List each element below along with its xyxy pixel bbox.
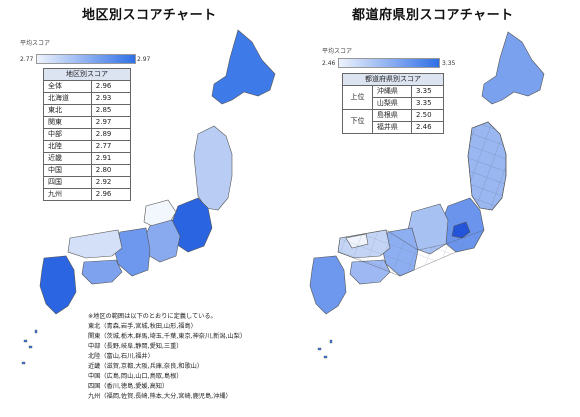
- note-line: 中国（広島,岡山,山口,鳥取,島根）: [88, 373, 183, 380]
- region-score-cell: 2.80: [90, 164, 132, 177]
- region-score-cell: 2.93: [90, 92, 132, 105]
- right-legend-label: 平均スコア: [322, 48, 353, 55]
- region-row: 四国 2.92: [43, 176, 132, 189]
- region-name-cell: 全体: [43, 80, 92, 93]
- right-legend-gradient: [338, 58, 440, 68]
- prefecture-name-cell: 山梨県: [371, 97, 412, 110]
- region-hokkaido: [211, 29, 276, 105]
- region-row: 九州 2.96: [43, 188, 132, 201]
- region-row: 東北 2.85: [43, 104, 132, 117]
- region-row: 中国 2.80: [43, 164, 132, 177]
- prefecture-row: 上位 沖縄県 3.35: [342, 85, 445, 110]
- region-score-cell: 2.96: [90, 80, 132, 93]
- note-line: 東北（青森,岩手,宮城,秋田,山形,福島）: [88, 323, 197, 330]
- region-table-header: 地区別スコア: [43, 68, 131, 81]
- prefecture-row: 下位 島根県 2.50: [342, 109, 445, 134]
- rank-group-cell: 下位: [342, 109, 373, 134]
- left-legend-max: 2.97: [137, 56, 151, 63]
- region-score-table: 地区別スコア 全体 2.96 北海道 2.93 東北 2.85 関東 2.97 中部 2.89 北陸…: [43, 68, 132, 201]
- pref-hokkaido: [481, 31, 545, 105]
- prefecture-name-cell: 沖縄県: [371, 85, 412, 98]
- region-name-cell: 四国: [43, 176, 92, 189]
- region-row: 近畿 2.91: [43, 152, 132, 165]
- region-definition-notes: ※地区の範囲は以下のとおりに定義している。 東北（青森,岩手,宮城,秋田,山形,福…: [88, 312, 246, 402]
- right-legend-max: 3.35: [442, 60, 456, 67]
- region-name-cell: 中部: [43, 128, 92, 141]
- region-score-cell: 2.77: [90, 140, 132, 153]
- right-legend-min: 2.46: [322, 60, 336, 67]
- pref-kanto-grid: [337, 229, 485, 277]
- region-row: 全体 2.96: [43, 80, 132, 93]
- region-chugoku: [67, 229, 123, 259]
- note-line: 四国（香川,徳島,愛媛,高知）: [88, 383, 169, 390]
- prefecture-score-table: 都道府県別スコア 上位 沖縄県 3.35 山梨県 3.35 下位 島根県 2.50 福井県 2.4…: [342, 73, 445, 134]
- prefecture-score-cell: 2.50: [410, 109, 445, 122]
- region-score-cell: 2.97: [90, 116, 132, 129]
- left-map-title: 地区別スコアチャート: [82, 8, 217, 23]
- note-line: 中部（長野,岐阜,静岡,愛知,三重）: [88, 343, 183, 350]
- note-line: 北陸（富山,石川,福井）: [88, 353, 154, 360]
- pref-kyushu: [309, 255, 347, 315]
- note-line: ※地区の範囲は以下のとおりに定義している。: [88, 313, 217, 320]
- region-name-cell: 近畿: [43, 152, 92, 165]
- region-row: 北海道 2.93: [43, 92, 132, 105]
- region-row: 関東 2.97: [43, 116, 132, 129]
- okinawa-islands: [21, 329, 333, 365]
- prefecture-row: 山梨県 3.35: [343, 97, 445, 110]
- note-line: 関東（茨城,栃木,群馬,埼玉,千葉,東京,神奈川,新潟,山梨）: [88, 333, 247, 340]
- left-legend-min: 2.77: [20, 56, 34, 63]
- region-name-cell: 関東: [43, 116, 92, 129]
- note-line: 九州（福岡,佐賀,長崎,熊本,大分,宮崎,鹿児島,沖縄）: [88, 393, 232, 400]
- region-shikoku: [81, 259, 123, 285]
- region-score-cell: 2.96: [90, 188, 132, 201]
- prefecture-row: 福井県 2.46: [343, 121, 445, 134]
- region-tohoku: [193, 125, 233, 211]
- left-region-map: [39, 29, 276, 315]
- region-row: 北陸 2.77: [43, 140, 132, 153]
- left-legend-gradient: [36, 54, 136, 64]
- region-name-cell: 北陸: [43, 140, 92, 153]
- region-score-cell: 2.91: [90, 152, 132, 165]
- pref-tohoku-grid: [467, 121, 507, 211]
- prefecture-score-cell: 3.35: [410, 97, 445, 110]
- note-line: 近畿（滋賀,京都,大阪,兵庫,奈良,和歌山）: [88, 363, 204, 370]
- region-score-cell: 2.89: [90, 128, 132, 141]
- right-map-title: 都道府県別スコアチャート: [352, 8, 514, 23]
- right-prefecture-map: [309, 31, 545, 315]
- rank-group-cell: 上位: [342, 85, 373, 110]
- region-score-cell: 2.92: [90, 176, 132, 189]
- region-name-cell: 東北: [43, 104, 92, 117]
- prefecture-score-cell: 2.46: [410, 121, 445, 134]
- region-row: 中部 2.89: [43, 128, 132, 141]
- region-name-cell: 北海道: [43, 92, 92, 105]
- prefecture-name-cell: 福井県: [371, 121, 412, 134]
- left-legend-label: 平均スコア: [20, 40, 51, 47]
- region-name-cell: 九州: [43, 188, 92, 201]
- region-kyushu: [39, 255, 77, 315]
- prefecture-score-cell: 3.35: [410, 85, 445, 98]
- prefecture-name-cell: 島根県: [371, 109, 412, 122]
- pref-yamanashi: [451, 221, 471, 239]
- region-score-cell: 2.85: [90, 104, 132, 117]
- prefecture-table-header: 都道府県別スコア: [342, 73, 444, 86]
- region-name-cell: 中国: [43, 164, 92, 177]
